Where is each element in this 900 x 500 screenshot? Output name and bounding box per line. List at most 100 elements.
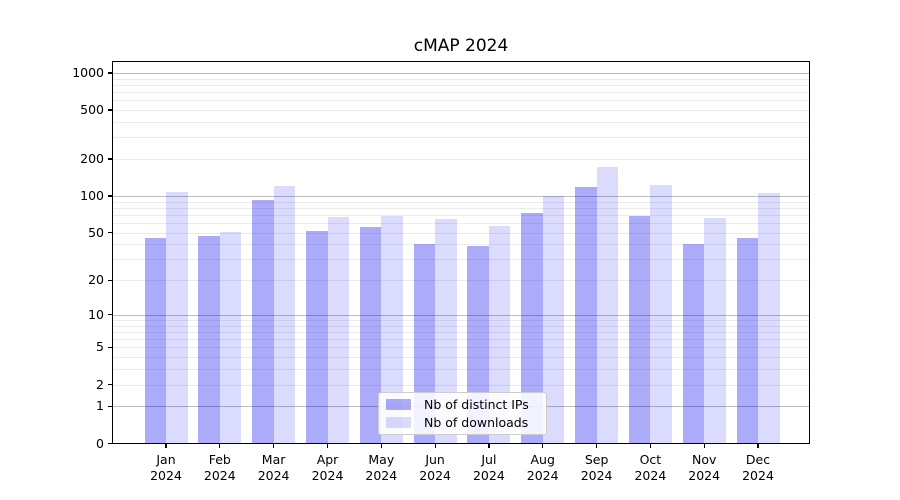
y-gridline-7 (112, 332, 810, 333)
y-gridline-70 (112, 214, 810, 216)
y-tick-mark (108, 442, 112, 445)
bar-ips-jan (144, 238, 166, 444)
y-gridline-200 (112, 159, 810, 161)
y-tick-label-20: 20 (88, 272, 104, 288)
y-gridline-8 (112, 325, 810, 327)
bar-downloads-may (381, 216, 403, 444)
y-gridline-6 (112, 339, 810, 341)
y-tick-label-200: 200 (80, 151, 104, 167)
bar-downloads-apr (327, 217, 349, 444)
y-gridline-3 (112, 369, 810, 371)
legend-label-distinct-ips: Nb of distinct IPs (424, 397, 529, 413)
y-gridline-100 (112, 196, 810, 197)
bar-ips-may (359, 226, 382, 444)
x-tick-mark (273, 444, 275, 448)
x-tick-label-dec: Dec 2024 (742, 452, 774, 483)
y-gridline-2 (112, 384, 810, 386)
x-tick-label-feb: Feb 2024 (203, 452, 236, 483)
y-gridline-900 (112, 78, 810, 80)
y-tick-mark (108, 314, 112, 316)
x-tick-mark (703, 444, 705, 448)
y-tick-mark (108, 158, 112, 160)
legend-swatch-downloads (386, 416, 411, 428)
bar-downloads-jan (166, 191, 188, 444)
bar-ips-sep (575, 186, 597, 444)
x-tick-mark (326, 444, 329, 448)
x-tick-mark (488, 444, 490, 448)
y-gridline-1000 (112, 72, 810, 74)
y-gridline-80 (112, 207, 810, 209)
y-gridline-300 (112, 137, 810, 139)
bar-ips-mar (252, 199, 274, 444)
y-tick-label-50: 50 (88, 224, 104, 240)
plot-area (112, 61, 810, 444)
y-gridline-700 (112, 92, 810, 94)
x-tick-mark (380, 444, 382, 448)
y-gridline-500 (112, 110, 810, 112)
y-gridline-20 (112, 280, 810, 282)
y-tick-mark (108, 232, 112, 234)
y-tick-label-1: 1 (96, 398, 104, 414)
bar-downloads-feb (219, 231, 242, 444)
y-gridline-5 (112, 347, 810, 349)
y-tick-label-2: 2 (96, 376, 104, 392)
y-gridline-800 (112, 84, 810, 86)
y-tick-mark (108, 405, 112, 407)
x-tick-mark (219, 444, 221, 448)
y-tick-mark (108, 72, 112, 74)
x-tick-label-oct: Oct 2024 (634, 452, 667, 483)
y-gridline-400 (112, 122, 810, 123)
y-gridline-40 (112, 244, 810, 246)
x-tick-label-nov: Nov 2024 (688, 452, 721, 483)
x-tick-label-jan: Jan 2024 (150, 452, 182, 483)
y-tick-label-500: 500 (80, 102, 104, 118)
x-tick-label-jun: Jun 2024 (419, 452, 451, 483)
x-tick-mark (757, 444, 759, 448)
y-tick-mark (108, 109, 112, 111)
x-tick-label-sep: Sep 2024 (580, 452, 613, 483)
bar-downloads-nov (704, 218, 726, 444)
bar-ips-nov (682, 244, 705, 444)
y-tick-mark (108, 346, 112, 348)
y-gridline-600 (112, 100, 810, 102)
y-gridline-90 (112, 201, 810, 203)
bar-downloads-sep (596, 167, 619, 444)
x-tick-label-may: May 2024 (365, 452, 398, 483)
x-tick-mark (165, 444, 167, 448)
y-tick-mark (108, 195, 112, 197)
chart-title: cMAP 2024 (413, 36, 509, 56)
y-gridline-50 (112, 232, 810, 234)
bar-downloads-aug (542, 196, 565, 444)
y-tick-label-5: 5 (96, 339, 104, 355)
bar-ips-aug (521, 212, 543, 444)
legend-item-downloads: Nb of downloads (386, 414, 539, 432)
y-gridline-60 (112, 223, 810, 224)
x-tick-mark (595, 444, 598, 448)
legend-item-distinct-ips: Nb of distinct IPs (386, 396, 539, 414)
y-tick-label-10: 10 (88, 306, 104, 322)
bar-ips-oct (628, 215, 651, 444)
x-tick-mark (542, 444, 544, 448)
bar-downloads-mar (273, 185, 296, 444)
y-tick-label-0: 0 (96, 435, 104, 451)
y-gridline-9 (112, 320, 810, 321)
bar-ips-apr (306, 230, 328, 444)
y-tick-label-100: 100 (80, 188, 104, 203)
y-tick-label-1000: 1000 (72, 64, 104, 80)
y-gridline-30 (112, 259, 810, 261)
x-tick-mark (434, 444, 436, 448)
bar-ips-dec (736, 238, 758, 444)
x-tick-label-mar: Mar 2024 (257, 452, 290, 483)
x-tick-label-apr: Apr 2024 (311, 452, 344, 483)
y-gridline-4 (112, 357, 810, 359)
bar-ips-feb (198, 235, 220, 444)
legend-label-downloads: Nb of downloads (424, 414, 529, 430)
x-tick-label-jul: Jul 2024 (472, 452, 505, 483)
x-tick-mark (649, 444, 651, 448)
y-tick-mark (108, 383, 112, 386)
y-tick-mark (108, 279, 112, 281)
bar-downloads-jul (488, 225, 511, 444)
bar-downloads-jun (435, 218, 457, 444)
bar-downloads-dec (758, 192, 780, 444)
